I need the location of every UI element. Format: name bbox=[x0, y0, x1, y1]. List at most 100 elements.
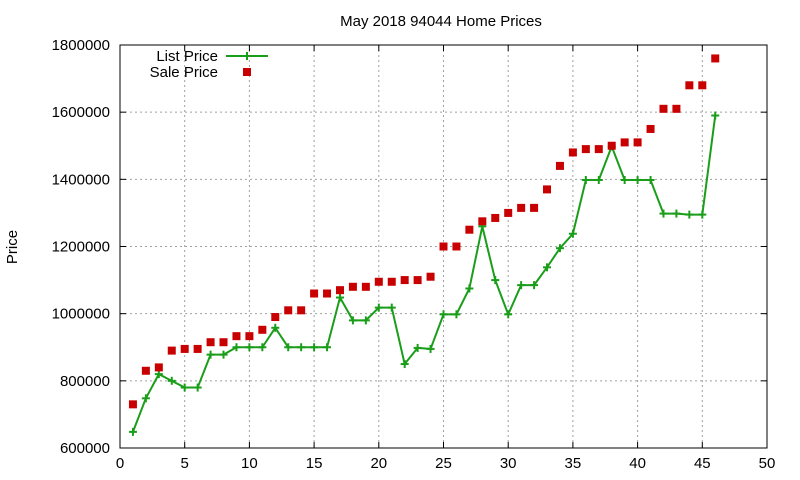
list-price-point bbox=[258, 343, 267, 352]
sale-price-point bbox=[141, 366, 150, 375]
sale-price-point bbox=[659, 104, 668, 113]
legend-label: List Price bbox=[156, 48, 218, 65]
list-price-point bbox=[698, 210, 707, 219]
legend-item: Sale Price bbox=[150, 64, 251, 81]
list-price-point bbox=[167, 376, 176, 385]
sale-price-point bbox=[180, 344, 189, 353]
list-price-point bbox=[232, 343, 241, 352]
list-price-point bbox=[555, 244, 564, 253]
list-price-point bbox=[245, 343, 254, 352]
sale-price-point bbox=[478, 217, 487, 226]
sale-price-point bbox=[271, 313, 280, 322]
list-price-point bbox=[284, 343, 293, 352]
list-price-point bbox=[206, 350, 215, 359]
list-price-point bbox=[387, 303, 396, 312]
sale-price-point bbox=[465, 225, 474, 234]
x-tick-label: 5 bbox=[181, 455, 189, 472]
x-tick-label: 30 bbox=[500, 455, 517, 472]
list-price-point bbox=[594, 176, 603, 185]
sale-price-point bbox=[348, 282, 357, 291]
sale-price-point bbox=[594, 145, 603, 154]
list-price-point bbox=[581, 176, 590, 185]
legend-label: Sale Price bbox=[150, 64, 218, 81]
sale-price-point bbox=[284, 306, 293, 315]
list-price-point bbox=[348, 316, 357, 325]
sale-price-point bbox=[361, 282, 370, 291]
x-tick-label: 50 bbox=[759, 455, 776, 472]
sale-price-point bbox=[206, 338, 215, 347]
y-tick-label: 1000000 bbox=[52, 306, 110, 323]
list-price-point bbox=[646, 176, 655, 185]
list-price-point bbox=[335, 293, 344, 302]
list-price-point bbox=[543, 263, 552, 272]
x-tick-label: 15 bbox=[306, 455, 323, 472]
list-price-point bbox=[154, 370, 163, 379]
list-price-point bbox=[400, 360, 409, 369]
list-price-point bbox=[128, 427, 137, 436]
sale-price-point bbox=[452, 242, 461, 251]
series-2 bbox=[128, 54, 720, 409]
x-tick-label: 45 bbox=[694, 455, 711, 472]
sale-price-point bbox=[154, 363, 163, 372]
x-tick-label: 25 bbox=[435, 455, 452, 472]
legend-marker bbox=[243, 52, 251, 60]
list-price-line bbox=[132, 115, 717, 433]
axis-ticks: 0 5 10 15 20 25 30 35 40 45 50 600000 800000 1000000 1… bbox=[52, 37, 776, 472]
y-tick-label: 1600000 bbox=[52, 104, 110, 121]
legend-item: List Price bbox=[156, 48, 268, 65]
list-price-point bbox=[141, 394, 150, 403]
list-price-point bbox=[297, 343, 306, 352]
sale-price-point bbox=[297, 306, 306, 315]
sale-price-point bbox=[517, 203, 526, 212]
y-tick-label: 600000 bbox=[60, 440, 110, 457]
sale-price-point bbox=[128, 400, 137, 409]
sale-price-point bbox=[685, 81, 694, 90]
sale-price-point bbox=[258, 325, 267, 334]
sale-price-point bbox=[530, 203, 539, 212]
list-price-point bbox=[271, 323, 280, 332]
chart-title: May 2018 94044 Home Prices bbox=[340, 13, 542, 30]
list-price-point bbox=[530, 281, 539, 290]
list-price-point bbox=[465, 284, 474, 293]
list-price-point bbox=[323, 343, 332, 352]
list-price-point bbox=[711, 111, 720, 120]
sale-price-point bbox=[323, 289, 332, 298]
y-tick-label: 1800000 bbox=[52, 37, 110, 54]
list-price-point bbox=[620, 176, 629, 185]
list-price-point bbox=[685, 210, 694, 219]
list-price-point bbox=[672, 209, 681, 218]
sale-price-point bbox=[193, 344, 202, 353]
y-tick-label: 800000 bbox=[60, 373, 110, 390]
sale-price-point bbox=[672, 104, 681, 113]
sale-price-point bbox=[711, 54, 720, 63]
sale-price-point bbox=[620, 138, 629, 147]
list-price-point bbox=[659, 209, 668, 218]
sale-price-point bbox=[232, 332, 241, 341]
plot-series bbox=[128, 54, 720, 436]
sale-price-point bbox=[413, 276, 422, 285]
x-tick-label: 20 bbox=[370, 455, 387, 472]
sale-price-point bbox=[219, 338, 228, 347]
y-tick-label: 1400000 bbox=[52, 171, 110, 188]
sale-price-point bbox=[335, 286, 344, 295]
sale-price-point bbox=[698, 81, 707, 90]
list-price-point bbox=[517, 281, 526, 290]
x-tick-label: 35 bbox=[565, 455, 582, 472]
list-price-point bbox=[633, 176, 642, 185]
sale-price-point bbox=[245, 332, 254, 341]
list-price-point bbox=[452, 310, 461, 319]
sale-price-point bbox=[555, 161, 564, 170]
list-price-point bbox=[504, 310, 513, 319]
sale-price-point bbox=[504, 208, 513, 217]
sale-price-point bbox=[426, 272, 435, 281]
list-price-point bbox=[361, 316, 370, 325]
x-tick-label: 0 bbox=[116, 455, 124, 472]
y-axis-title: Price bbox=[4, 230, 21, 264]
sale-price-point bbox=[374, 277, 383, 286]
sale-price-point bbox=[607, 141, 616, 150]
sale-price-point bbox=[543, 185, 552, 194]
sale-price-point bbox=[581, 145, 590, 154]
x-tick-label: 40 bbox=[629, 455, 646, 472]
